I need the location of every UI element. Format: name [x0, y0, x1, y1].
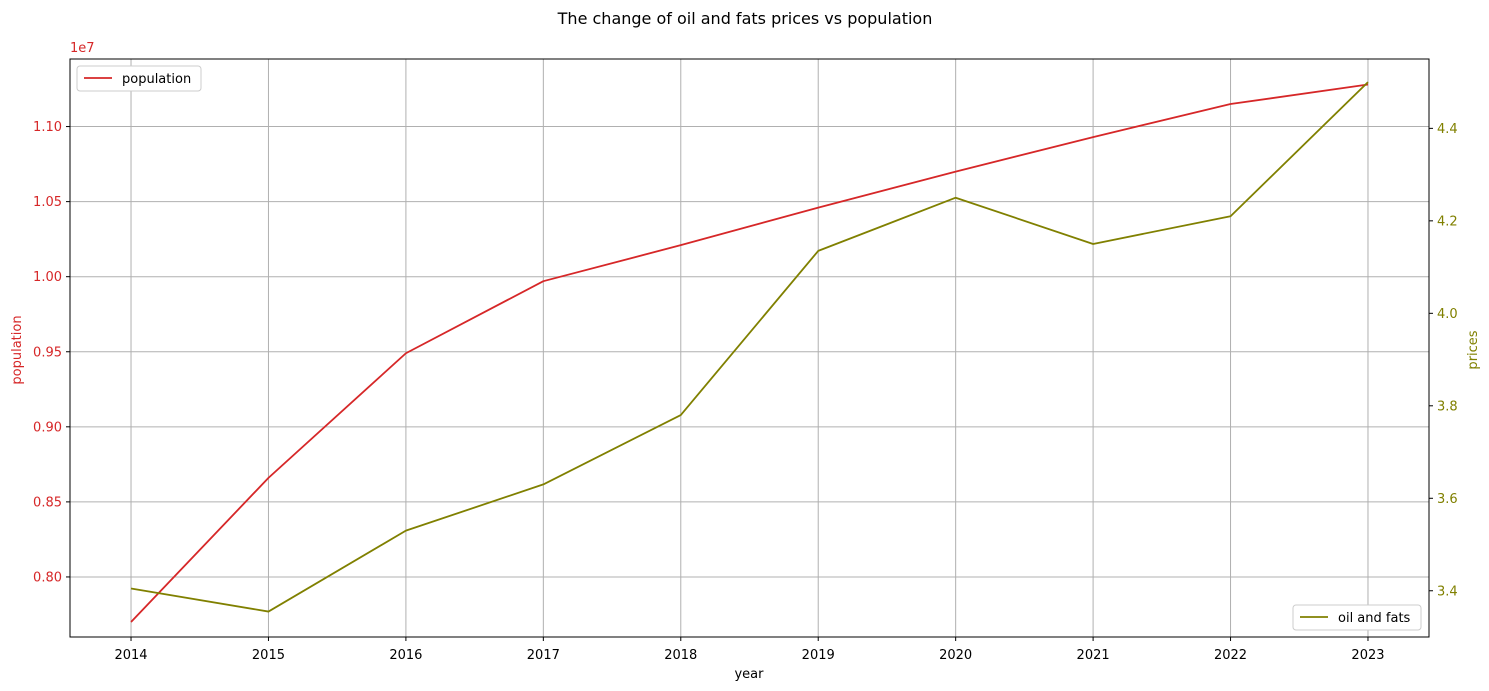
- x-axis: 2014 2015 2016 2017 2018 2019 2020 2021 2022 2023: [114, 637, 1385, 663]
- x-tick-label: 2015: [252, 648, 285, 663]
- x-tick-label: 2019: [802, 648, 835, 663]
- x-tick-label: 2020: [939, 648, 972, 663]
- left-y-tick-label: 1.10: [33, 120, 62, 135]
- x-tick-label: 2021: [1077, 648, 1110, 663]
- left-y-tick-label: 1.05: [33, 195, 62, 210]
- x-axis-title: year: [734, 667, 764, 682]
- left-axis-title: population: [10, 315, 25, 384]
- legend-oil-and-fats: oil and fats: [1292, 604, 1422, 631]
- x-tick-label: 2014: [114, 648, 147, 663]
- legend-population-label: population: [122, 72, 191, 87]
- x-tick-label: 2017: [527, 648, 560, 663]
- right-y-tick-label: 4.2: [1437, 214, 1458, 229]
- left-y-tick-label: 0.85: [33, 495, 62, 510]
- series-line-population: [130, 83, 1369, 623]
- left-axis-scale-label: 1e7: [70, 41, 95, 56]
- legend-population-box: [76, 65, 202, 92]
- plot-frame: [69, 58, 1430, 638]
- left-y-tick-label: 0.95: [33, 345, 62, 360]
- x-tick-label: 2023: [1351, 648, 1384, 663]
- series-line-oil-and-fats: [130, 81, 1369, 613]
- right-y-tick-label: 4.4: [1437, 122, 1458, 137]
- legend-oil-box: [1292, 604, 1422, 631]
- x-tick-label: 2018: [664, 648, 697, 663]
- legend-population: population: [76, 65, 202, 92]
- x-tick-label: 2016: [389, 648, 422, 663]
- right-y-axis: 3.4 3.6 3.8 4.0 4.2 4.4: [1429, 122, 1458, 599]
- left-y-tick-label: 0.90: [33, 420, 62, 435]
- series-group: [130, 81, 1369, 623]
- grid: [70, 59, 1429, 637]
- right-y-tick-label: 3.6: [1437, 492, 1458, 507]
- right-y-tick-label: 3.4: [1437, 584, 1458, 599]
- right-y-tick-label: 4.0: [1437, 307, 1458, 322]
- right-y-tick-label: 3.8: [1437, 399, 1458, 414]
- chart-title: The change of oil and fats prices vs pop…: [557, 9, 933, 28]
- right-axis-title: prices: [1466, 330, 1481, 369]
- left-y-tick-label: 0.80: [33, 570, 62, 585]
- x-tick-label: 2022: [1214, 648, 1247, 663]
- left-y-tick-label: 1.00: [33, 270, 62, 285]
- left-y-axis: 0.80 0.85 0.90 0.95 1.00 1.05 1.10: [33, 120, 70, 585]
- legend-oil-label: oil and fats: [1338, 611, 1411, 626]
